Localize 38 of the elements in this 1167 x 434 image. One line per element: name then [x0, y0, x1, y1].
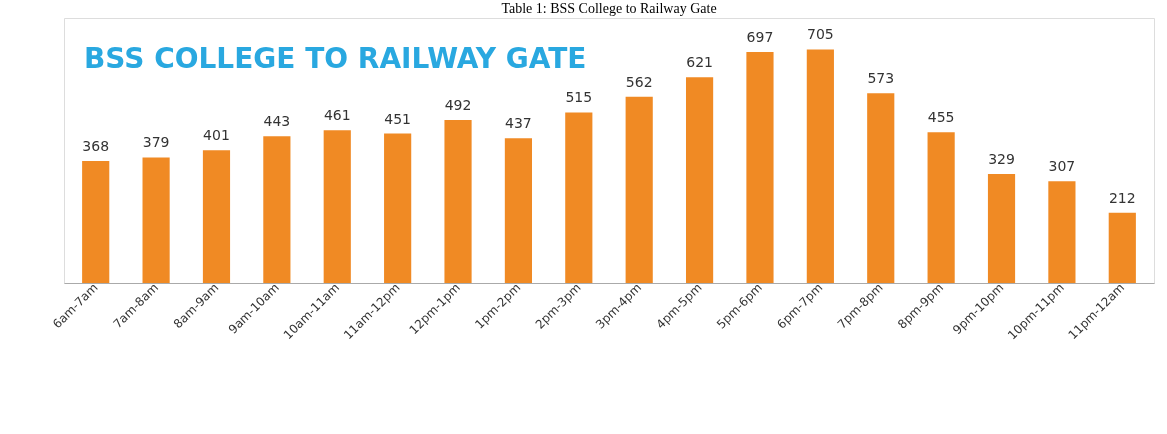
- data-label: 329: [988, 151, 1015, 168]
- bar: [565, 112, 593, 283]
- data-label: 697: [746, 29, 774, 46]
- bar: [444, 120, 472, 283]
- caption: Table 1: BSS College to Railway Gate: [501, 1, 717, 16]
- bar: [142, 157, 170, 283]
- data-label: 443: [263, 113, 291, 130]
- data-label: 379: [142, 134, 170, 151]
- bar: [625, 96, 653, 283]
- bar: [867, 93, 895, 283]
- bar: [202, 150, 231, 283]
- bar: [504, 138, 533, 283]
- data-label: 461: [323, 107, 351, 124]
- data-label: 451: [384, 110, 412, 127]
- bar: [746, 52, 774, 283]
- bar: [987, 174, 1016, 283]
- data-label: 492: [444, 97, 472, 114]
- bar: [806, 49, 834, 283]
- data-label: 307: [1048, 158, 1076, 175]
- data-label: 573: [867, 70, 895, 87]
- bar: [1108, 212, 1136, 283]
- bar: [82, 161, 110, 283]
- bar: [384, 133, 412, 283]
- data-label: 401: [203, 127, 230, 144]
- text: BSS COLLEGE TO RAILWAY GATE: [84, 42, 587, 75]
- data-label: 212: [1108, 189, 1136, 206]
- bar: [323, 130, 351, 283]
- bar: [685, 77, 714, 283]
- data-label: 455: [927, 109, 955, 126]
- data-label: 621: [686, 54, 713, 71]
- data-label: 515: [565, 89, 593, 106]
- bar: [1048, 181, 1076, 283]
- bar: [927, 132, 955, 283]
- data-label: 705: [806, 26, 834, 43]
- data-label: 437: [505, 115, 532, 132]
- data-label: 562: [625, 73, 653, 90]
- bar: [263, 136, 291, 283]
- data-label: 368: [82, 138, 110, 155]
